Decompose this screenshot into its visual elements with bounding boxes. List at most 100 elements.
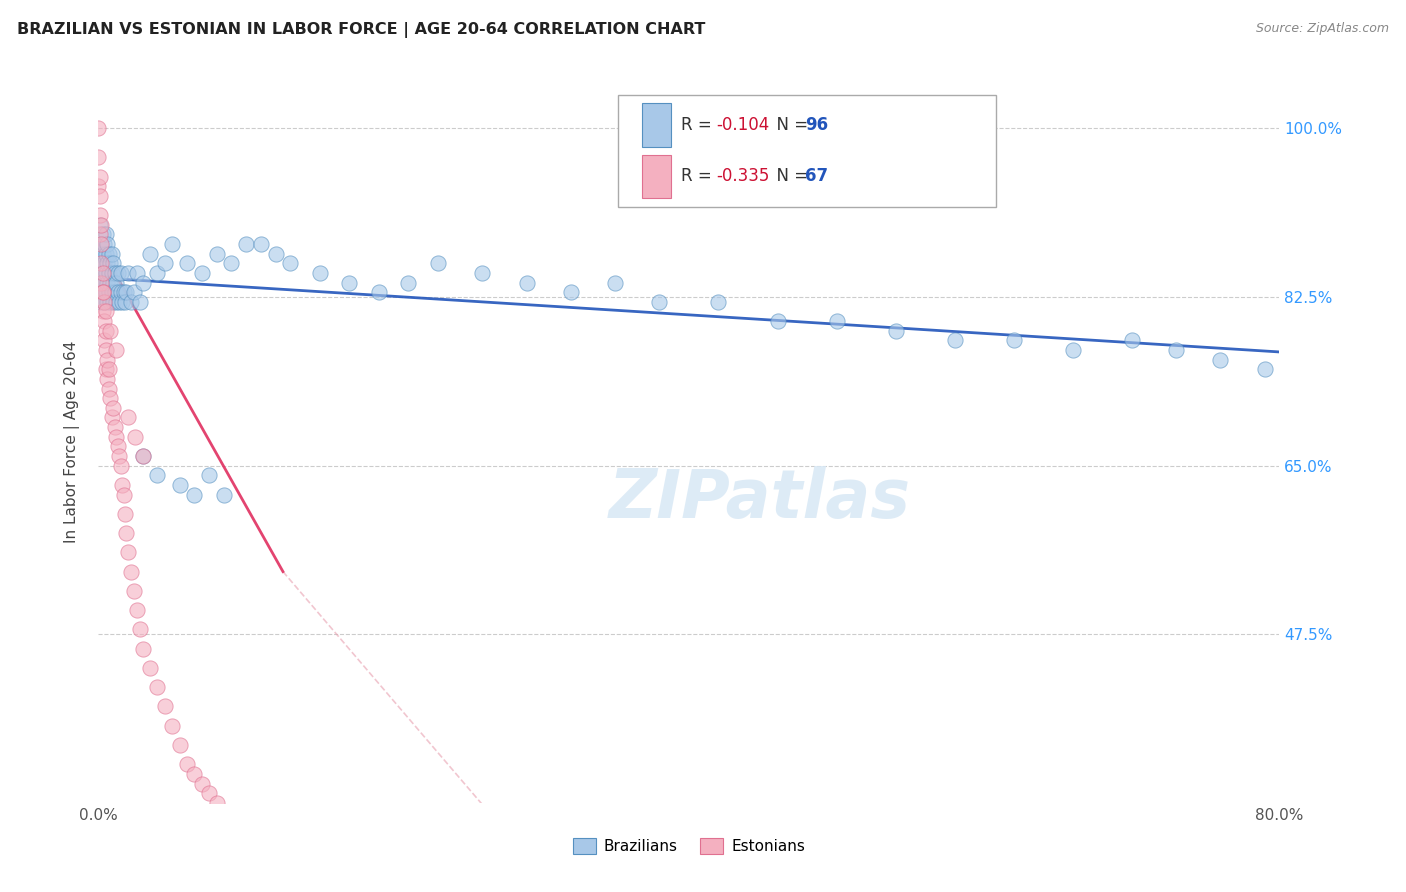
Point — [110, 285, 132, 300]
Point — [89, 208, 111, 222]
Point — [89, 218, 111, 232]
Point — [122, 583, 145, 598]
Text: BRAZILIAN VS ESTONIAN IN LABOR FORCE | AGE 20-64 CORRELATION CHART: BRAZILIAN VS ESTONIAN IN LABOR FORCE | A… — [17, 22, 706, 38]
Text: 67: 67 — [804, 168, 828, 186]
Point — [221, 815, 243, 830]
Point — [98, 256, 121, 270]
Point — [93, 237, 115, 252]
Point — [91, 285, 114, 300]
Point — [107, 285, 129, 300]
Point — [105, 294, 128, 309]
Point — [97, 362, 120, 376]
Point — [1166, 343, 1188, 357]
Point — [100, 285, 122, 300]
Point — [176, 256, 198, 270]
Point — [117, 266, 139, 280]
Point — [198, 786, 221, 800]
Point — [105, 276, 128, 290]
Point — [128, 294, 150, 309]
Point — [250, 854, 273, 868]
Point — [87, 276, 110, 290]
Point — [112, 487, 135, 501]
Point — [235, 237, 257, 252]
Point — [516, 276, 538, 290]
Point — [183, 487, 205, 501]
Point — [90, 218, 112, 232]
Point — [94, 343, 117, 357]
Point — [205, 796, 228, 810]
Point — [97, 246, 120, 260]
Point — [90, 237, 112, 252]
Point — [91, 285, 114, 300]
Point — [90, 237, 112, 252]
Point — [97, 382, 120, 396]
Point — [104, 285, 127, 300]
Point — [198, 468, 221, 483]
Point — [96, 256, 118, 270]
Point — [91, 285, 114, 300]
Point — [162, 719, 183, 733]
Point — [117, 410, 139, 425]
Point — [120, 294, 142, 309]
Point — [235, 834, 257, 848]
Point — [96, 237, 118, 252]
Point — [91, 246, 114, 260]
Point — [146, 266, 169, 280]
Point — [205, 246, 228, 260]
Point — [107, 439, 129, 453]
Point — [339, 276, 361, 290]
Point — [97, 285, 120, 300]
Point — [94, 285, 117, 300]
Point — [89, 227, 111, 242]
Point — [128, 623, 150, 637]
Point — [132, 449, 155, 463]
Point — [264, 872, 287, 887]
Point — [884, 324, 907, 338]
Point — [93, 314, 115, 328]
Point — [96, 372, 118, 386]
Point — [707, 294, 730, 309]
Text: ZIPatlas: ZIPatlas — [609, 467, 911, 533]
Point — [110, 266, 132, 280]
Point — [1062, 343, 1084, 357]
Text: R =: R = — [681, 116, 717, 134]
Point — [105, 430, 128, 444]
Point — [221, 256, 243, 270]
Point — [257, 863, 280, 878]
Point — [97, 266, 120, 280]
Point — [427, 256, 450, 270]
Point — [471, 266, 494, 280]
Point — [103, 276, 125, 290]
Point — [94, 362, 117, 376]
Point — [87, 246, 110, 260]
Point — [112, 285, 135, 300]
Text: -0.104: -0.104 — [716, 116, 769, 134]
Point — [169, 738, 191, 752]
Point — [183, 767, 205, 781]
Point — [90, 276, 112, 290]
Point — [91, 304, 114, 318]
Point — [103, 294, 125, 309]
Point — [132, 276, 155, 290]
Point — [191, 266, 214, 280]
Point — [98, 294, 121, 309]
Point — [94, 246, 117, 260]
Point — [191, 776, 214, 790]
Point — [228, 824, 250, 838]
Point — [100, 410, 122, 425]
Point — [146, 680, 169, 694]
Point — [368, 285, 391, 300]
Point — [100, 266, 122, 280]
Point — [264, 246, 287, 260]
Point — [398, 276, 420, 290]
Point — [153, 256, 176, 270]
Point — [94, 227, 117, 242]
Point — [1209, 352, 1232, 367]
Point — [93, 256, 115, 270]
Point — [146, 468, 169, 483]
Point — [103, 256, 125, 270]
Point — [169, 478, 191, 492]
Point — [90, 276, 112, 290]
Point — [1002, 334, 1025, 348]
Point — [162, 237, 183, 252]
